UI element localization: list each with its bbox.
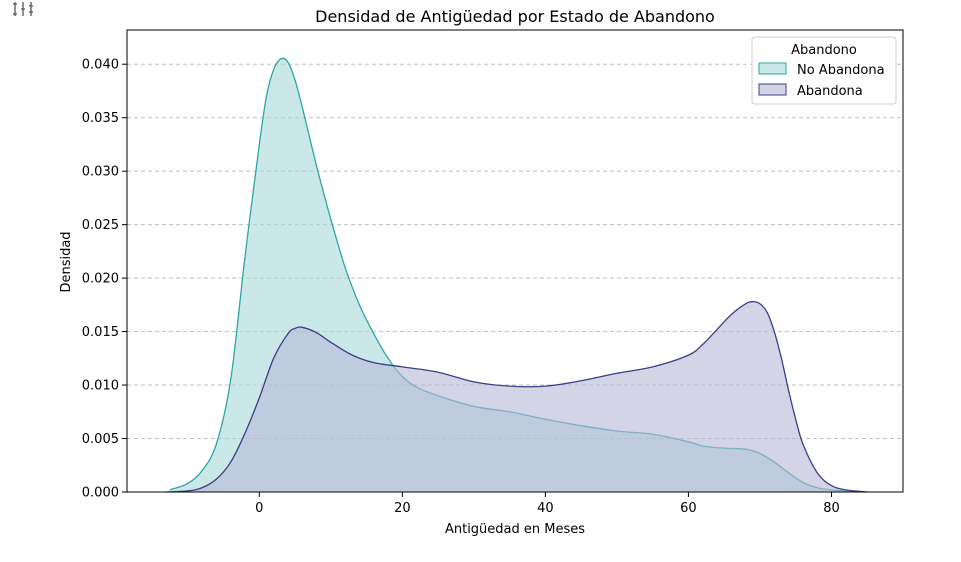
x-tick-label-4: 80	[823, 501, 840, 516]
x-tick-label-0: 0	[255, 501, 263, 516]
chart-title: Densidad de Antigüedad por Estado de Aba…	[315, 7, 715, 26]
legend-swatch-abandona	[758, 83, 787, 96]
x-axis: 0 20 40 60 80	[255, 492, 840, 516]
y-tick-label-4: 0.020	[82, 272, 119, 287]
y-tick-label-0: 0.000	[82, 486, 119, 501]
legend-swatch-no-abandona	[758, 62, 787, 75]
legend-label-abandona: Abandona	[797, 84, 863, 99]
y-axis: 0.000 0.005 0.010 0.015 0.020 0.025 0.030 0.035…	[82, 58, 127, 501]
y-tick-label-8: 0.040	[82, 58, 119, 73]
y-tick-label-7: 0.035	[82, 111, 119, 126]
y-tick-label-1: 0.005	[82, 432, 119, 447]
legend-label-no-abandona: No Abandona	[797, 63, 885, 78]
y-axis-label: Densidad	[59, 231, 74, 292]
y-tick-label-3: 0.015	[82, 325, 119, 340]
y-tick-label-6: 0.030	[82, 165, 119, 180]
y-tick-label-5: 0.025	[82, 218, 119, 233]
density-line-abandona	[166, 300, 868, 493]
y-tick-label-2: 0.010	[82, 379, 119, 394]
legend-box	[751, 36, 897, 105]
x-tick-label-1: 20	[394, 501, 411, 516]
density-areas	[166, 57, 868, 493]
plot-frame	[126, 29, 904, 493]
x-tick-label-2: 40	[537, 501, 554, 516]
x-tick-label-3: 60	[680, 501, 697, 516]
x-axis-label: Antigüedad en Meses	[445, 522, 585, 537]
legend: Abandono No Abandona Abandona	[751, 36, 897, 105]
adjust-icon[interactable]	[10, 0, 36, 18]
legend-title: Abandono	[791, 43, 857, 58]
